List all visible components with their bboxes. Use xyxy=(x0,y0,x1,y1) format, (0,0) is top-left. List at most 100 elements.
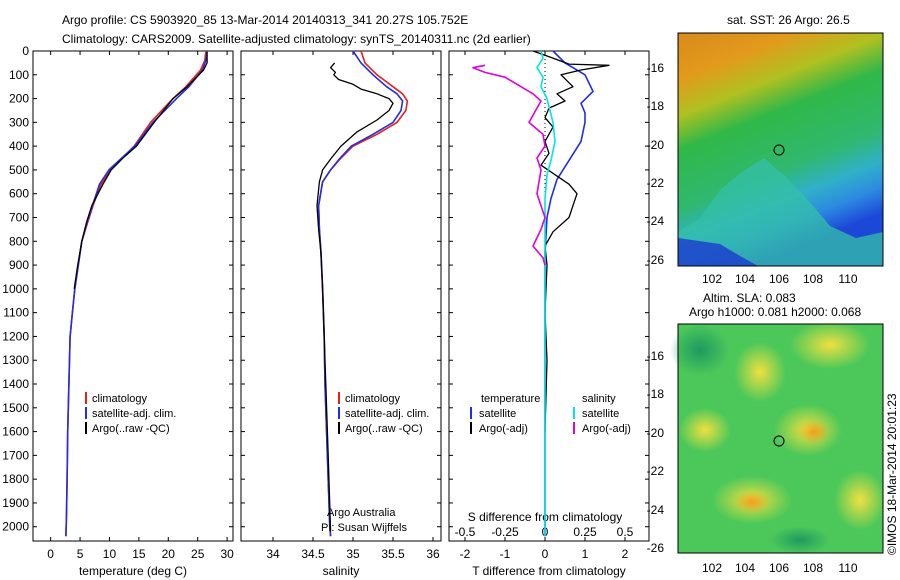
x-tick-label: 15 xyxy=(132,547,146,561)
x-tick-label: 36 xyxy=(426,547,440,561)
difference-legend: temperature satellite Argo(-adj) salinit… xyxy=(470,393,631,435)
y-tick-label: 1600 xyxy=(2,425,29,439)
x-tick-label: 104 xyxy=(735,561,755,575)
x-tick-label: 2 xyxy=(622,547,629,561)
x-tick-label: 34.5 xyxy=(301,547,325,561)
x-axis-label: salinity xyxy=(323,564,360,578)
sst-map: sat. SST: 26 Argo: 26.5 -16 -18 -20 -22 … xyxy=(647,13,884,286)
top-tick-label: -0.25 xyxy=(491,525,519,539)
y-tick-label: 1200 xyxy=(2,329,29,343)
sla-map: Altim. SLA: 0.083 Argo h1000: 0.081 h200… xyxy=(647,291,886,575)
sst-cool-tongue xyxy=(678,158,883,266)
y-tick-label: 300 xyxy=(9,115,29,129)
x-tick-label: 106 xyxy=(769,272,789,286)
legend-argo: Argo(..raw -QC) xyxy=(92,423,170,435)
legend-climatology: climatology xyxy=(92,393,148,405)
y-tick-label: 900 xyxy=(9,258,29,272)
series-line-argo xyxy=(73,52,208,289)
y-tick-label: 1300 xyxy=(2,353,29,367)
top-tick-label: -0.5 xyxy=(455,525,476,539)
sla-high-2 xyxy=(790,321,870,369)
x-tick-label: 102 xyxy=(702,561,722,575)
plot-frame xyxy=(448,50,650,542)
x-tick-label: 110 xyxy=(838,561,857,575)
x-tick-label: 108 xyxy=(803,272,823,286)
sst-map-title: sat. SST: 26 Argo: 26.5 xyxy=(727,13,850,27)
sst-map-ticks: -16 -18 -20 -22 -24 -26 102 104 106 108 … xyxy=(647,61,858,286)
sla-map-frame xyxy=(677,323,884,554)
y-tick-label: -16 xyxy=(647,61,665,75)
legend-t-argo: Argo(-adj) xyxy=(479,423,528,435)
x-tick-label: 20 xyxy=(162,547,176,561)
legend-satellite: satellite-adj. clim. xyxy=(345,408,429,420)
y-tick-label: 1000 xyxy=(2,282,29,296)
sst-cold-patch xyxy=(678,238,758,266)
y-tick-label: 400 xyxy=(9,139,29,153)
series-line-salinity-satellite xyxy=(536,50,556,537)
y-tick-label: -16 xyxy=(647,349,665,363)
y-tick-label: 2000 xyxy=(2,520,29,534)
sla-low-s xyxy=(770,526,830,554)
x-tick-label: 102 xyxy=(702,272,722,286)
salinity-legend: climatology satellite-adj. clim. Argo(..… xyxy=(321,392,429,534)
y-tick-label: -22 xyxy=(647,176,665,190)
argo-position-marker xyxy=(773,144,785,156)
temperature-legend: climatology satellite-adj. clim. Argo(..… xyxy=(85,392,176,435)
legend-t-satellite: satellite xyxy=(479,408,516,420)
series-line-satellite xyxy=(317,50,404,537)
sla-map-title-2: Argo h1000: 0.081 h2000: 0.068 xyxy=(689,305,861,319)
sst-map-frame xyxy=(677,32,884,267)
y-tick-label: -24 xyxy=(647,503,665,517)
x-tick-label: 35 xyxy=(346,547,360,561)
sla-high-1 xyxy=(734,342,786,402)
salinity-panel: 34 34.5 35 35.5 36 salinity xyxy=(240,50,442,578)
y-tick-label: 600 xyxy=(9,187,29,201)
y-tick-label: -26 xyxy=(647,541,665,555)
x-tick-label: 110 xyxy=(838,272,857,286)
x-tick-label: 108 xyxy=(803,561,823,575)
sla-peak-4 xyxy=(734,491,770,513)
x-tick-label: 30 xyxy=(220,547,234,561)
y-tick-label: -20 xyxy=(647,426,665,440)
title-line-1: Argo profile: CS 5903920_85 13-Mar-2014 … xyxy=(62,13,468,27)
y-tick-label: -26 xyxy=(647,253,665,267)
y-tick-label: 1500 xyxy=(2,401,29,415)
legend-s-argo: Argo(-adj) xyxy=(582,423,631,435)
legend-temperature-heading: temperature xyxy=(481,393,540,405)
sla-high-5 xyxy=(679,408,731,452)
y-tick-label: -22 xyxy=(647,464,665,478)
difference-panel: -2 -1 0 1 2 T difference from climatology -0.5… xyxy=(448,50,650,578)
y-tick-label: 700 xyxy=(9,211,29,225)
x-tick-label: 106 xyxy=(769,561,789,575)
plot-frame xyxy=(32,50,234,542)
x-axis-label: T difference from climatology xyxy=(472,564,626,578)
annotation-pi: PI: Susan Wijffels xyxy=(321,522,407,534)
x-tick-label: 25 xyxy=(191,547,205,561)
x-tick-label: 10 xyxy=(103,547,117,561)
series-line-salinity-argo xyxy=(472,64,546,266)
sla-high-6 xyxy=(834,470,886,530)
sla-low-nw xyxy=(670,324,730,376)
argo-position-marker xyxy=(773,435,785,447)
legend-salinity-heading: salinity xyxy=(582,393,616,405)
x-axis-label: temperature (deg C) xyxy=(79,564,187,578)
annotation-argo-australia: Argo Australia xyxy=(327,507,396,519)
y-tick-label: 1700 xyxy=(2,448,29,462)
imos-stamp: ©IMOS 18-Mar-2014 20:01:23 xyxy=(885,393,899,555)
y-tick-label: 800 xyxy=(9,234,29,248)
legend-argo: Argo(..raw -QC) xyxy=(345,423,423,435)
x-tick-label: 34 xyxy=(266,547,280,561)
y-tick-label: 1400 xyxy=(2,377,29,391)
top-tick-label: 0.25 xyxy=(573,525,597,539)
temperature-panel: 0 5 10 15 20 25 30 temperature (deg C) 0 100 200 30… xyxy=(2,44,234,578)
y-tick-label: 0 xyxy=(22,44,29,58)
y-tick-label: -18 xyxy=(647,99,665,113)
top-tick-label: 0.5 xyxy=(617,525,634,539)
x-tick-label: -2 xyxy=(460,547,471,561)
sla-map-title-1: Altim. SLA: 0.083 xyxy=(703,291,796,305)
sla-peak-3 xyxy=(798,420,830,444)
x-tick-label: 104 xyxy=(735,272,755,286)
x-tick-label: 5 xyxy=(77,547,84,561)
plot-frame xyxy=(240,50,442,542)
